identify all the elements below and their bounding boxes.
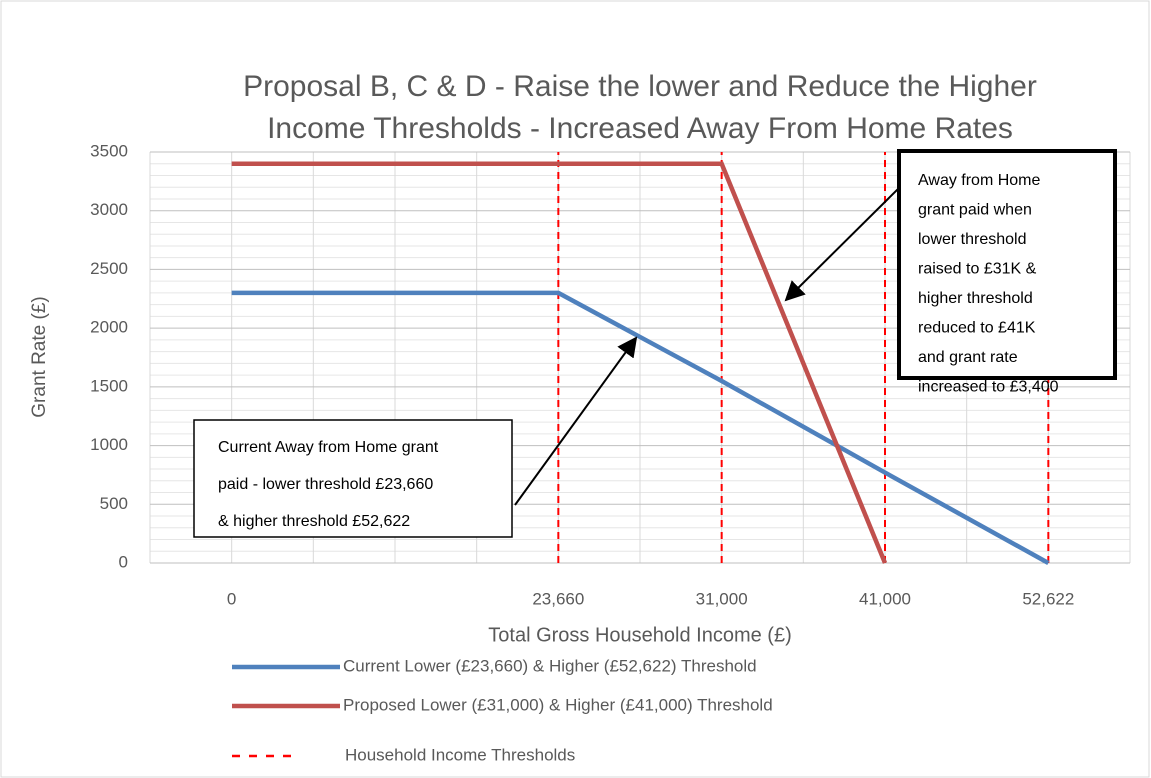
x-tick-label: 23,660 (532, 589, 584, 608)
x-tick-label: 31,000 (696, 589, 748, 608)
y-tick-label: 3000 (90, 200, 128, 219)
x-tick-label: 52,622 (1022, 589, 1074, 608)
annotation-text: Current Away from Home grant (218, 439, 439, 456)
chart-title: Proposal B, C & D - Raise the lower and … (243, 70, 1037, 103)
y-tick-label: 3500 (90, 141, 128, 160)
x-tick-label: 41,000 (859, 589, 911, 608)
y-tick-label: 1000 (90, 435, 128, 454)
y-tick-label: 2500 (90, 259, 128, 278)
annotation-text: & higher threshold £52,622 (218, 513, 410, 530)
legend-label: Household Income Thresholds (345, 745, 575, 764)
annotation-box (193, 419, 513, 538)
annotation-text: Away from Home (918, 172, 1041, 189)
y-axis-label: Grant Rate (£) (29, 296, 50, 417)
arrow (784, 186, 901, 302)
annotation-text: increased to £3,400 (918, 379, 1059, 396)
series-line (231, 290, 1050, 565)
legend-label: Proposed Lower (£31,000) & Higher (£41,0… (343, 695, 773, 714)
x-axis-label: Total Gross Household Income (£) (488, 624, 791, 646)
legend-label: Current Lower (£23,660) & Higher (£52,62… (343, 656, 757, 675)
annotation-text: reduced to £41K (918, 320, 1036, 337)
x-tick-label: 0 (227, 589, 236, 608)
annotation-text: lower threshold (918, 231, 1027, 248)
series-line (231, 161, 888, 564)
y-tick-label: 0 (119, 552, 128, 571)
y-tick-label: 2000 (90, 318, 128, 337)
y-tick-label: 500 (100, 494, 128, 513)
annotation-box (897, 149, 1117, 380)
annotation-text: and grant rate (918, 349, 1018, 366)
annotation-text: paid - lower threshold £23,660 (218, 476, 433, 493)
annotation-text: raised to £31K & (918, 261, 1037, 278)
annotation-text: higher threshold (918, 290, 1033, 307)
arrow (514, 336, 638, 506)
chart-title: Income Thresholds - Increased Away From … (267, 112, 1013, 145)
annotation-text: grant paid when (918, 202, 1032, 219)
annotation-clip: Current Away from Home grant paid - lower… (218, 439, 439, 530)
y-tick-label: 1500 (90, 376, 128, 395)
